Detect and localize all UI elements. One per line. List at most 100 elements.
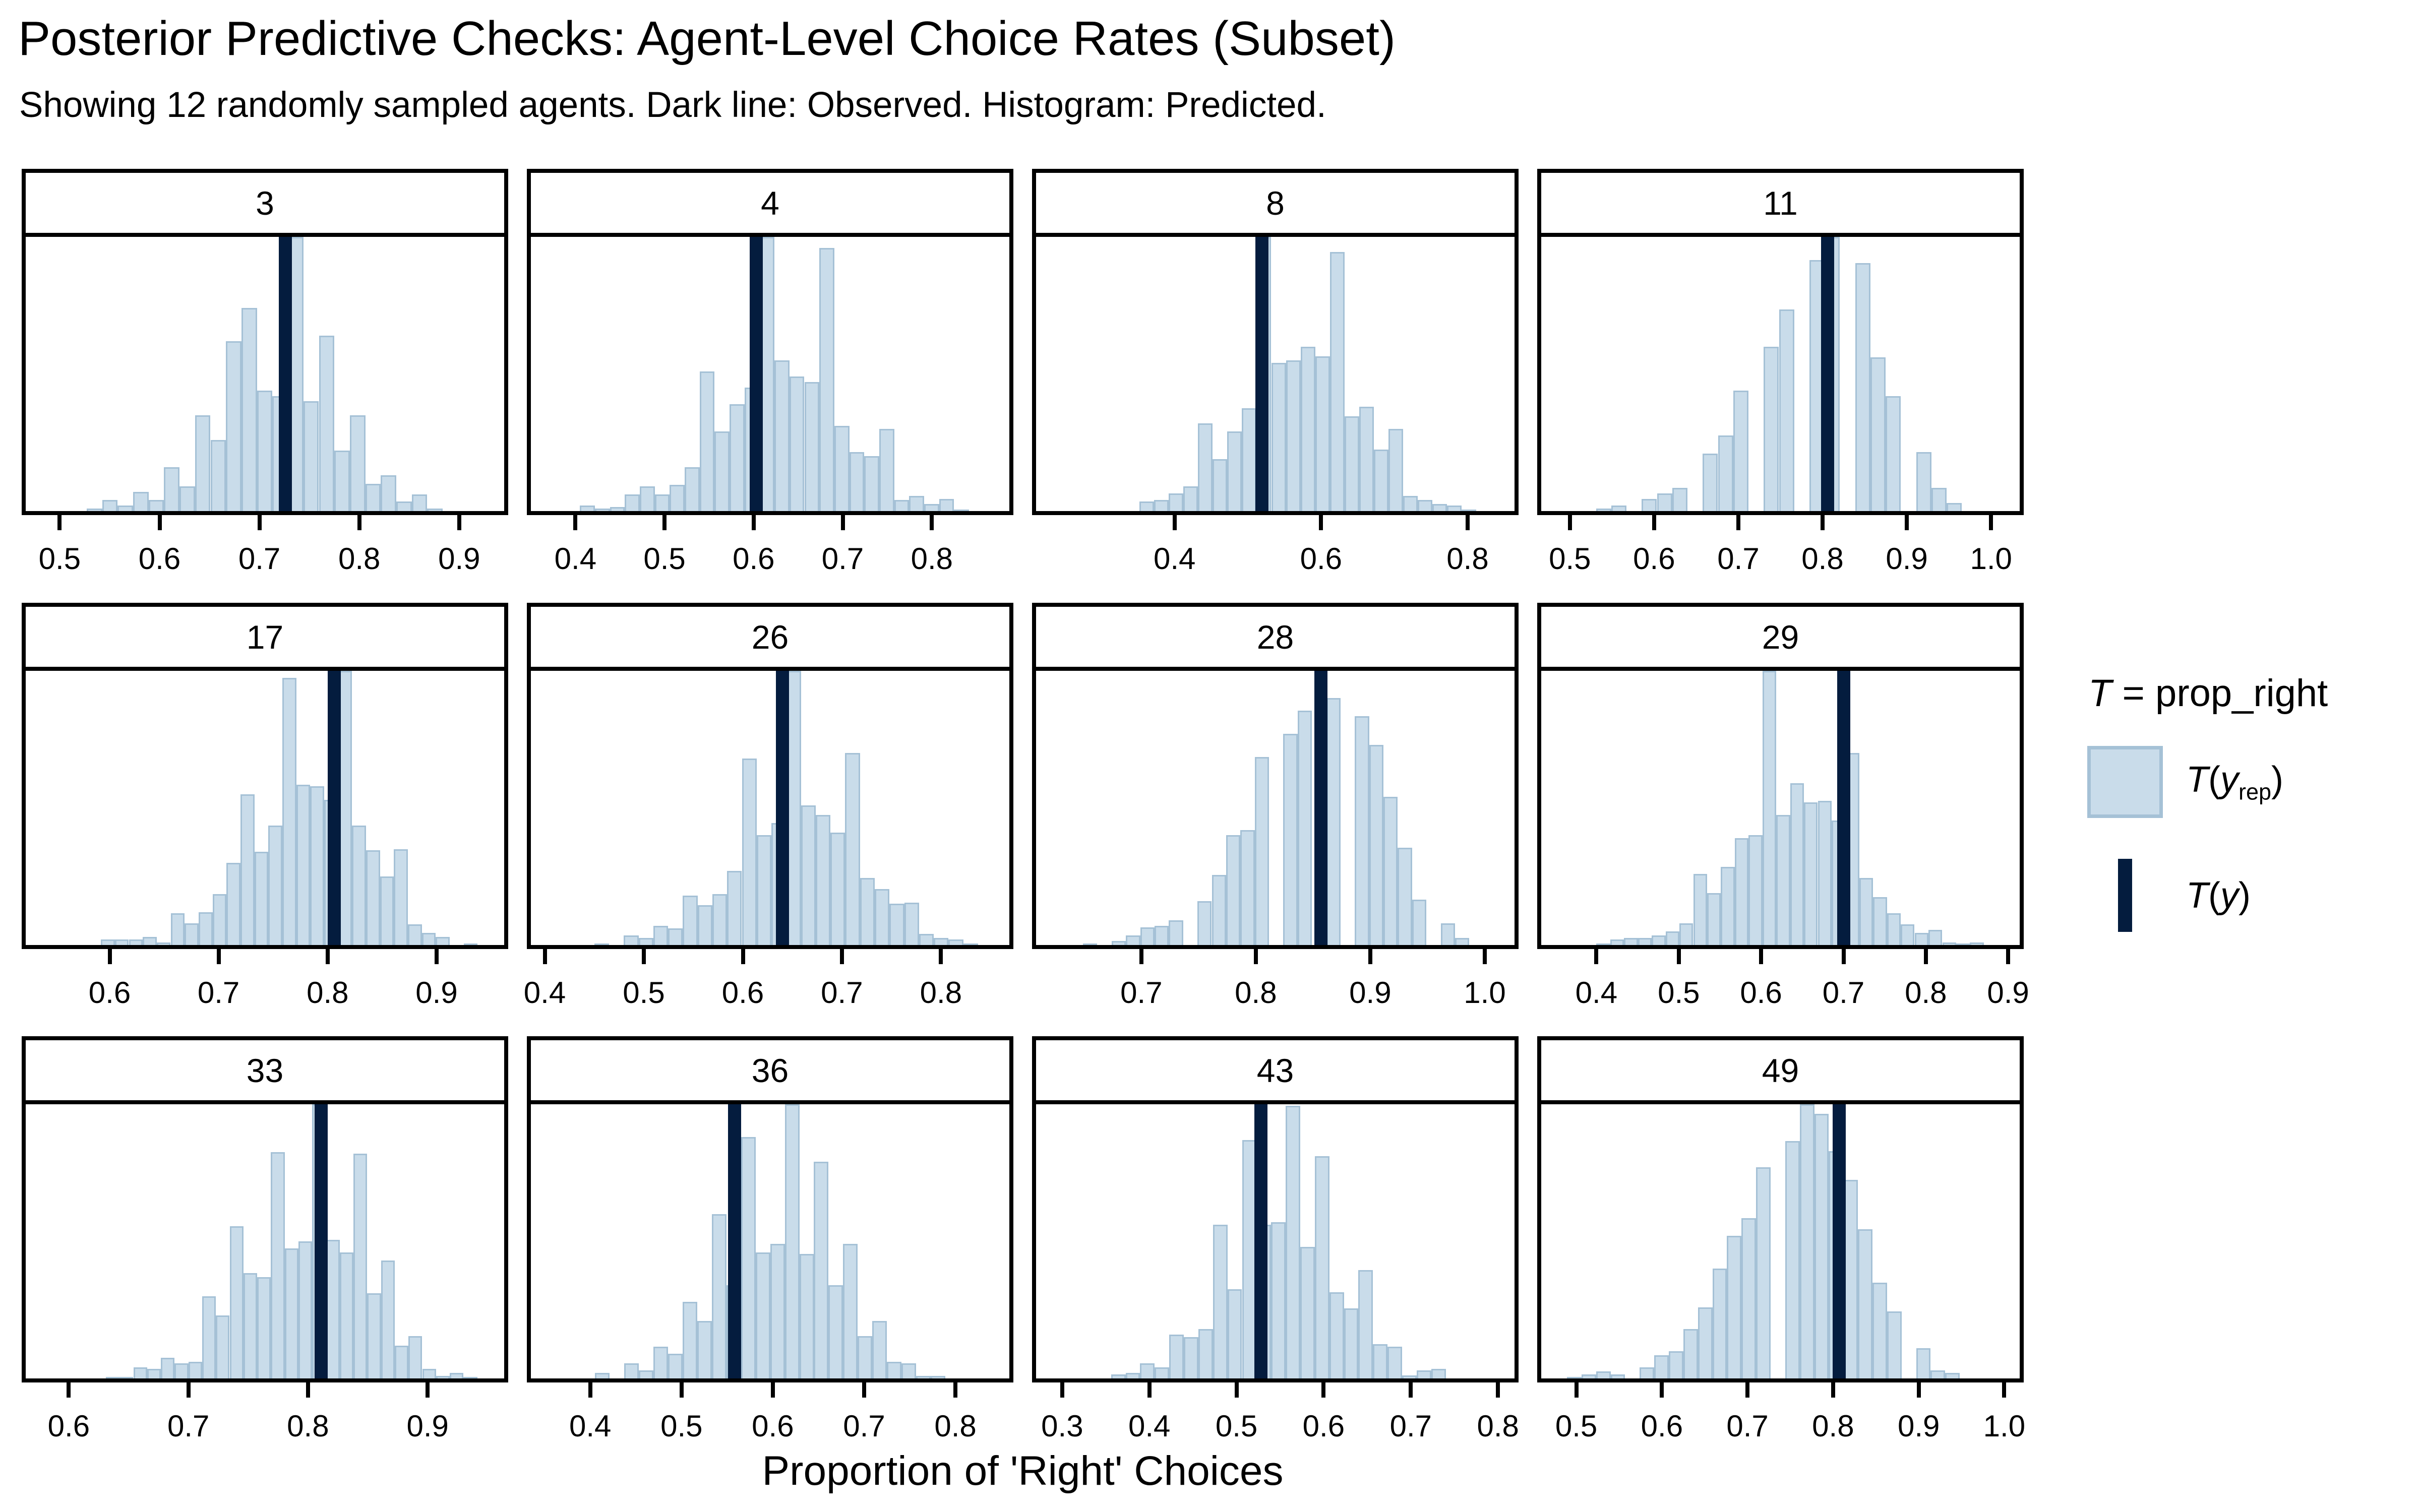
legend-yrep-T: T <box>2186 759 2208 800</box>
facet-panel <box>1537 1100 2024 1382</box>
histogram-bar <box>1581 1374 1596 1378</box>
histogram-bar <box>179 486 195 511</box>
x-tick-label: 0.9 <box>1987 976 2029 1010</box>
x-tick-label: 0.8 <box>911 542 953 576</box>
x-tick <box>1923 949 1928 964</box>
x-tick <box>1321 1382 1326 1398</box>
histogram-bar <box>1654 1355 1669 1378</box>
facet-cell: 3 0.5 0.6 0.7 0.8 0.9 <box>22 169 508 590</box>
x-tick <box>186 1382 191 1398</box>
histogram-bar <box>1226 835 1241 945</box>
x-tick <box>1319 515 1323 530</box>
x-tick-label: 0.8 <box>338 542 381 576</box>
x-tick-label: 0.6 <box>138 542 181 576</box>
histogram-bar <box>106 1377 120 1378</box>
x-tick <box>1496 1382 1500 1398</box>
legend-y-close-paren: ) <box>2238 875 2251 916</box>
histogram-bar <box>1286 360 1301 511</box>
facet-strip-label: 33 <box>22 1036 508 1104</box>
histogram-bar <box>396 501 412 511</box>
histogram-bar <box>683 896 698 945</box>
x-tick <box>1841 949 1846 964</box>
histogram-bar <box>653 1347 668 1378</box>
x-tick-label: 0.8 <box>1235 976 1277 1010</box>
facet-panel <box>22 1100 508 1382</box>
histogram-bar <box>814 1162 829 1378</box>
facet-cell: 8 0.4 0.6 0.8 <box>1032 169 1519 590</box>
facet-panel <box>527 667 1013 949</box>
facet-strip-label: 17 <box>22 603 508 671</box>
histogram-bar <box>463 1377 477 1378</box>
x-tick-label: 0.7 <box>1822 976 1865 1010</box>
histogram-bar <box>366 850 380 945</box>
histogram-bar <box>1197 901 1212 945</box>
observed-stat-line <box>750 237 763 511</box>
histogram-bar <box>1286 1105 1300 1378</box>
observed-line-swatch-icon <box>2118 859 2132 932</box>
x-tick <box>1567 515 1572 530</box>
histogram-bar <box>963 943 978 945</box>
facet-panel <box>527 233 1013 515</box>
x-tick <box>1139 949 1143 964</box>
histogram-bar <box>755 1252 770 1378</box>
x-tick-label: 0.7 <box>821 542 864 576</box>
histogram-bar <box>271 1152 285 1378</box>
x-tick-label: 0.5 <box>1215 1409 1258 1443</box>
histogram-bar <box>711 1214 727 1378</box>
histogram-bar <box>380 876 394 945</box>
facet-cell: 11 0.5 0.6 0.7 0.8 0.9 1.0 <box>1537 169 2024 590</box>
x-tick <box>1253 949 1258 964</box>
histogram-bar <box>849 452 865 511</box>
histogram-bar <box>216 1315 230 1378</box>
observed-stat-line <box>1254 1104 1267 1378</box>
legend-swatch-slot <box>2087 859 2163 932</box>
histogram-bar <box>1873 897 1887 945</box>
legend-yrep-sub: rep <box>2238 779 2272 805</box>
histogram-bar <box>226 341 241 511</box>
histogram-bar <box>889 904 904 945</box>
histogram-bar <box>1818 801 1832 945</box>
facet-strip-label: 4 <box>527 169 1013 237</box>
histogram-bar <box>1455 938 1470 945</box>
histogram-bar <box>909 496 925 511</box>
x-axis-title: Proportion of 'Right' Choices <box>762 1448 1284 1494</box>
histogram-bar <box>1679 923 1693 945</box>
facet-cell: 26 0.4 0.5 0.6 0.7 0.8 <box>524 603 1013 1024</box>
histogram-bar <box>1657 493 1672 511</box>
facet-panel <box>1032 1100 1519 1382</box>
histogram-bar <box>212 894 227 945</box>
x-tick-label: 0.6 <box>1300 542 1343 576</box>
histogram-bar <box>804 382 820 511</box>
histogram-bar <box>210 439 226 511</box>
histogram-bar <box>1748 835 1763 945</box>
facet-strip-label: 3 <box>22 169 508 237</box>
x-tick-label: 0.6 <box>733 542 775 576</box>
legend-title-stat-symbol: T <box>2088 672 2112 715</box>
x-tick <box>930 515 934 530</box>
histogram-bar <box>1227 431 1242 511</box>
legend-swatch-slot <box>2087 746 2163 818</box>
histogram-bar <box>1610 939 1624 945</box>
histogram-bar <box>828 1285 843 1378</box>
histogram-bar <box>1703 453 1718 511</box>
histogram-bar <box>394 849 408 945</box>
histogram-bar <box>653 925 669 945</box>
histogram-bar <box>1140 927 1155 945</box>
histogram-bar <box>1790 783 1804 945</box>
x-tick <box>426 1382 430 1398</box>
x-tick-label: 0.8 <box>1477 1409 1519 1443</box>
x-tick-label: 0.6 <box>752 1409 794 1443</box>
histogram-bar <box>1887 913 1901 945</box>
x-tick <box>1759 949 1764 964</box>
facet-panel <box>1537 667 2024 949</box>
histogram-bar <box>1271 363 1286 511</box>
histogram-bar <box>904 902 919 945</box>
histogram-bar <box>1358 1270 1373 1378</box>
x-tick <box>1736 515 1740 530</box>
histogram-bar <box>1638 938 1652 945</box>
x-tick <box>1989 515 1993 530</box>
legend-label-yrep: T(yrep) <box>2186 759 2283 805</box>
histogram-bar <box>268 826 282 945</box>
x-tick <box>1574 1382 1579 1398</box>
histogram-bar <box>394 1345 409 1378</box>
